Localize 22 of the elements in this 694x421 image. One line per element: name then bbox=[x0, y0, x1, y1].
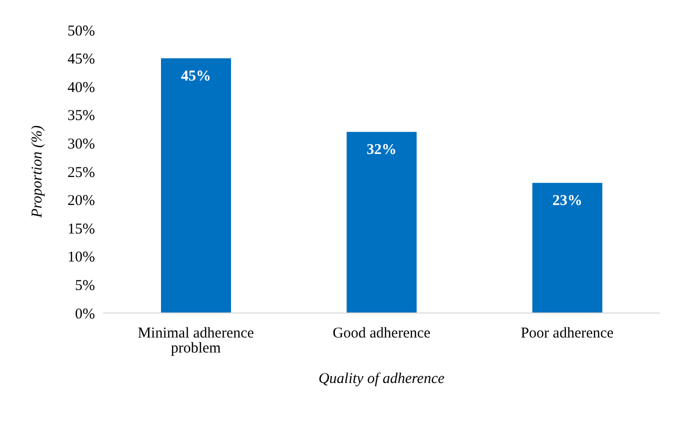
y-tick-label: 30% bbox=[68, 136, 95, 153]
y-axis-title: Proportion (%) bbox=[29, 125, 46, 219]
y-tick-label: 10% bbox=[68, 250, 95, 266]
x-axis-title: Quality of adherence bbox=[318, 371, 445, 387]
bar bbox=[161, 58, 231, 313]
y-tick-label: 15% bbox=[68, 221, 95, 238]
data-label: 45% bbox=[181, 68, 211, 84]
bar bbox=[532, 182, 602, 313]
y-tick-label: 5% bbox=[75, 278, 95, 294]
data-label: 32% bbox=[366, 142, 397, 158]
x-tick-label: Minimal adherence problem bbox=[138, 326, 254, 357]
y-tick-label: 45% bbox=[68, 52, 95, 68]
x-tick-label: Good adherence bbox=[332, 326, 431, 342]
y-tick-label: 0% bbox=[75, 306, 95, 322]
y-tick-label: 20% bbox=[68, 193, 95, 210]
y-tick-label: 50% bbox=[68, 23, 95, 40]
y-tick-label: 25% bbox=[68, 164, 95, 181]
y-tick-label: 40% bbox=[68, 80, 95, 96]
y-tick-label: 35% bbox=[68, 108, 95, 124]
data-label: 23% bbox=[552, 192, 582, 209]
x-tick-label: Poor adherence bbox=[520, 326, 614, 342]
bar bbox=[346, 132, 417, 313]
